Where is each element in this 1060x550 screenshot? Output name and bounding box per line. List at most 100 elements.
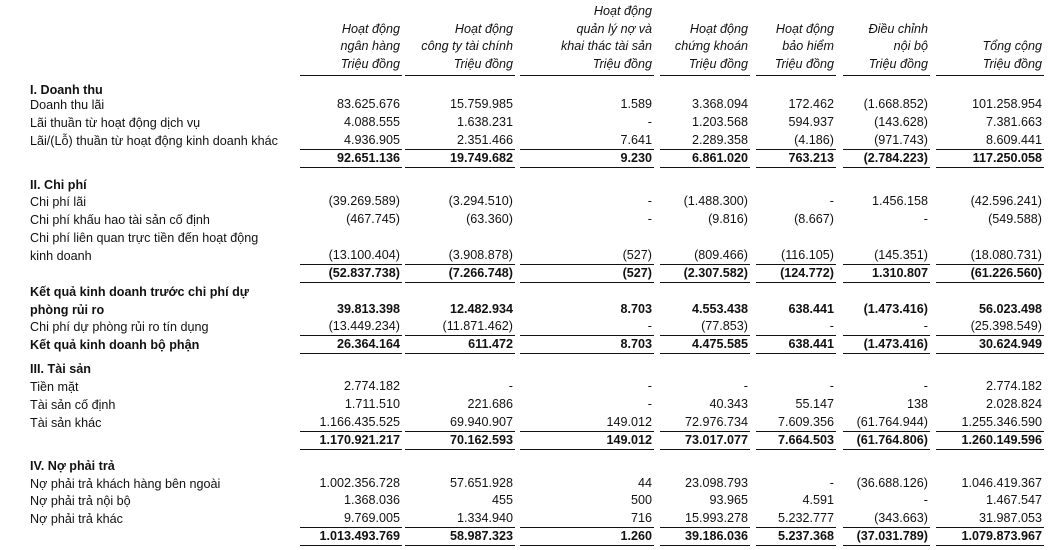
value-cell: (13.100.404)	[328, 248, 400, 262]
value-cell: 2.774.182	[985, 379, 1042, 393]
column-header: Hoạt động quản lý nợ và khai thác tài sản T…	[520, 3, 654, 76]
subtotal-cell: 92.651.136	[300, 149, 402, 168]
value-cell: (143.628)	[874, 115, 928, 129]
value-cell: 149.012	[606, 415, 652, 429]
value-cell: (9.816)	[708, 212, 748, 226]
value-cell: 1.638.231	[456, 115, 513, 129]
value-cell: 72.976.734	[684, 415, 748, 429]
row-label: kinh doanh	[30, 249, 92, 263]
column-header-line: quản lý nợ và	[576, 21, 652, 36]
value-cell: 4.591	[802, 493, 834, 507]
subtotal-cell: (1.473.416)	[843, 335, 930, 354]
value-cell: 221.686	[467, 397, 513, 411]
column-header-line: Triệu đồng	[453, 56, 513, 71]
value-cell: 7.381.663	[985, 115, 1042, 129]
subtotal-cell: 9.230	[520, 149, 654, 168]
value-cell: 4.088.555	[343, 115, 400, 129]
subtotal-cell: (2.307.582)	[660, 264, 750, 283]
value-cell: 5.232.777	[777, 511, 834, 525]
row-label: Tiền mặt	[30, 380, 79, 394]
value-cell: -	[647, 319, 652, 333]
value-cell: (1.488.300)	[683, 194, 748, 208]
subtotal-cell: 73.017.077	[660, 431, 750, 450]
column-header-line: khai thác tài sản	[560, 39, 652, 53]
value-cell: 8.703	[620, 302, 652, 316]
value-cell: 172.462	[788, 97, 834, 111]
value-cell: -	[829, 476, 834, 490]
subtotal-cell: (61.764.806)	[843, 431, 930, 450]
value-cell: 1.368.036	[343, 493, 400, 507]
column-header: Điều chỉnh nội bộ Triệu đồng	[843, 21, 930, 76]
column-header-line: bảo hiểm	[782, 39, 834, 53]
value-cell: (39.269.589)	[328, 194, 400, 208]
subtotal-cell: (124.772)	[756, 264, 836, 283]
column-header: Hoạt động ngân hàng Triệu đồng	[300, 21, 402, 76]
column-header: Hoạt động bảo hiểm Triệu đồng	[756, 21, 836, 76]
value-cell: 44	[637, 476, 652, 490]
value-cell: 1.046.419.367	[961, 476, 1042, 490]
column-header: Hoạt động công ty tài chính Triệu đồng	[405, 21, 515, 76]
subtotal-cell: 7.664.503	[756, 431, 836, 450]
subtotal-cell: 1.260.149.596	[936, 431, 1044, 450]
value-cell: 7.609.356	[777, 415, 834, 429]
value-cell: 83.625.676	[336, 97, 400, 111]
column-header-line: Hoạt động	[689, 21, 748, 36]
row-label: Chi phí dự phòng rủi ro tín dụng	[30, 320, 209, 334]
value-cell: -	[647, 379, 652, 393]
subtotal-cell: (527)	[520, 264, 654, 283]
column-header-line: Triệu đồng	[982, 56, 1042, 71]
value-cell: (549.588)	[988, 212, 1042, 226]
value-cell: (116.105)	[781, 248, 834, 262]
value-cell: 93.965	[709, 493, 748, 507]
row-label: Tài sản cố định	[30, 398, 116, 412]
value-cell: (25.398.549)	[970, 319, 1042, 333]
subtotal-cell: 39.186.036	[660, 527, 750, 546]
column-header-line: ngân hàng	[340, 39, 400, 53]
value-cell: (527)	[622, 248, 652, 262]
value-cell: (971.743)	[874, 133, 928, 147]
column-header-line: Tổng cộng	[982, 39, 1042, 53]
value-cell: 9.769.005	[343, 511, 400, 525]
value-cell: 1.002.356.728	[319, 476, 400, 490]
row-label: Lãi thuần từ hoạt động dịch vụ	[30, 116, 201, 130]
value-cell: -	[647, 397, 652, 411]
column-header: Hoạt động chứng khoán Triệu đồng	[660, 21, 750, 76]
value-cell: 56.023.498	[978, 302, 1042, 316]
subtotal-cell: 19.749.682	[405, 149, 515, 168]
value-cell: 23.098.793	[684, 476, 748, 490]
subtotal-cell: 8.703	[520, 335, 654, 354]
row-label: Kết quả kinh doanh bộ phận	[30, 338, 200, 352]
subtotal-cell: (61.226.560)	[936, 264, 1044, 283]
subtotal-cell: 1.310.807	[843, 264, 930, 283]
value-cell: 594.937	[788, 115, 834, 129]
section-heading: I. Doanh thu	[30, 83, 103, 97]
column-header-line: Hoạt động	[341, 21, 400, 36]
value-cell: 15.759.985	[449, 97, 513, 111]
section-heading: IV. Nợ phải trả	[30, 459, 115, 473]
value-cell: (3.294.510)	[448, 194, 513, 208]
row-label: Nợ phải trả khác	[30, 512, 123, 526]
value-cell: 8.609.441	[985, 133, 1042, 147]
value-cell: (1.473.416)	[863, 302, 928, 316]
value-cell: 55.147	[795, 397, 834, 411]
value-cell: -	[829, 379, 834, 393]
subtotal-cell: 638.441	[756, 335, 836, 354]
column-header-line: Hoạt động	[775, 21, 834, 36]
value-cell: 15.993.278	[684, 511, 748, 525]
value-cell: 500	[630, 493, 652, 507]
row-label: Lãi/(Lỗ) thuần từ hoạt động kinh doanh k…	[30, 134, 278, 148]
subtotal-cell: 30.624.949	[936, 335, 1044, 354]
column-header-line: Triệu đồng	[868, 56, 928, 71]
value-cell: 2.028.824	[985, 397, 1042, 411]
value-cell: (809.466)	[694, 248, 748, 262]
column-header-line: Triệu đồng	[592, 56, 652, 71]
value-cell: 40.343	[709, 397, 748, 411]
row-label: Nợ phải trả nội bộ	[30, 494, 131, 508]
value-cell: 1.203.568	[691, 115, 748, 129]
value-cell: (61.764.944)	[856, 415, 928, 429]
subtotal-cell: 26.364.164	[300, 335, 402, 354]
value-cell: (63.360)	[466, 212, 513, 226]
subtotal-cell: 1.170.921.217	[300, 431, 402, 450]
subtotal-cell: 117.250.058	[936, 149, 1044, 168]
subtotal-cell: 1.260	[520, 527, 654, 546]
